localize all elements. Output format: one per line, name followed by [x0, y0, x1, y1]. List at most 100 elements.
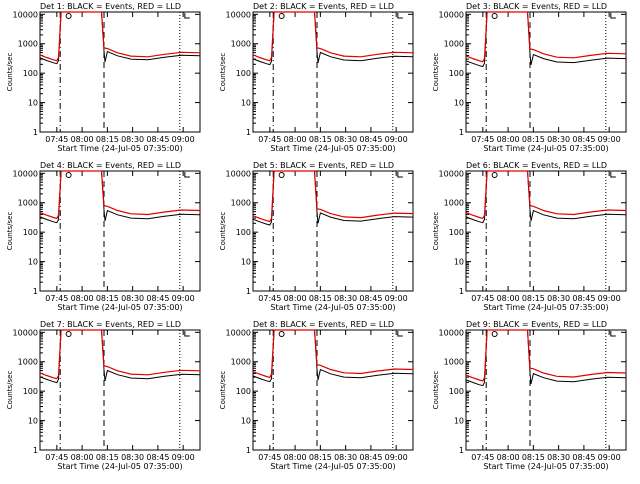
y-tick-label: 10000: [13, 10, 38, 19]
x-tick-label: 09:00: [385, 135, 408, 144]
x-tick-label: 08:45: [572, 294, 595, 303]
y-tick-label: 1: [459, 287, 464, 296]
x-axis-label: Start Time (24-Jul-05 07:35:00): [57, 462, 182, 471]
panel-title: Det 9: BLACK = Events, RED = LLD: [466, 320, 607, 329]
y-tick-label: 1000: [18, 199, 38, 208]
y-tick-label: 1000: [18, 40, 38, 49]
x-tick-label: 08:30: [334, 453, 357, 462]
x-axis-label: Start Time (24-Jul-05 07:35:00): [270, 462, 395, 471]
x-tick-label: 08:15: [96, 294, 119, 303]
series-lld-line: [252, 170, 414, 223]
x-tick-label: 08:15: [522, 453, 545, 462]
x-tick-label: 09:00: [385, 294, 408, 303]
x-tick-label: 08:45: [359, 135, 382, 144]
y-tick-label: 10000: [226, 169, 251, 178]
panel-title: Det 3: BLACK = Events, RED = LLD: [466, 2, 607, 11]
detector-panel: Det 5: BLACK = Events, RED = LLD 1 10 100 10…: [219, 161, 414, 312]
x-tick-label: 08:30: [121, 453, 144, 462]
plot-frame: [252, 11, 414, 133]
detector-panel: Det 2: BLACK = Events, RED = LLD 1 10 100 10…: [219, 2, 414, 153]
series-events-line: [39, 170, 201, 224]
panel-title: Det 6: BLACK = Events, RED = LLD: [466, 161, 607, 170]
y-tick-label: 100: [23, 387, 38, 396]
x-tick-label: 08:15: [96, 135, 119, 144]
series-lld-line: [465, 329, 627, 382]
x-tick-label: 07:45: [258, 135, 281, 144]
y-tick-label: 1000: [444, 358, 464, 367]
y-axis-label: Counts/sec: [432, 53, 440, 92]
panel-title: Det 7: BLACK = Events, RED = LLD: [40, 320, 181, 329]
panel-title: Det 2: BLACK = Events, RED = LLD: [253, 2, 394, 11]
x-tick-label: 08:30: [121, 135, 144, 144]
y-axis-label: Counts/sec: [6, 371, 14, 410]
x-tick-label: 08:00: [71, 453, 94, 462]
y-tick-label: 100: [236, 69, 251, 78]
x-tick-label: 08:00: [71, 294, 94, 303]
flag-marker: [397, 13, 403, 19]
y-tick-label: 1: [33, 446, 38, 455]
series-events-line: [39, 329, 201, 384]
x-tick-label: 08:30: [547, 135, 570, 144]
x-tick-label: 09:00: [598, 135, 621, 144]
x-tick-label: 08:45: [359, 453, 382, 462]
x-tick-label: 08:15: [309, 135, 332, 144]
series-events-line: [252, 329, 414, 383]
detector-panel: Det 7: BLACK = Events, RED = LLD 1 10 100 10…: [6, 320, 201, 471]
y-axis-label: Counts/sec: [6, 53, 14, 92]
y-tick-label: 1: [246, 128, 251, 137]
y-axis-label: Counts/sec: [219, 371, 227, 410]
flag-marker: [397, 331, 403, 337]
saa-marker: [65, 172, 72, 178]
x-tick-label: 07:45: [45, 294, 68, 303]
x-tick-label: 09:00: [385, 453, 408, 462]
x-tick-label: 08:00: [71, 135, 94, 144]
y-tick-label: 1: [33, 287, 38, 296]
x-tick-label: 08:45: [572, 135, 595, 144]
x-tick-label: 08:45: [146, 453, 169, 462]
x-tick-label: 07:45: [258, 294, 281, 303]
plot-frame: [252, 170, 414, 292]
x-axis-label: Start Time (24-Jul-05 07:35:00): [57, 144, 182, 153]
x-axis-label: Start Time (24-Jul-05 07:35:00): [483, 303, 608, 312]
x-tick-label: 08:00: [284, 294, 307, 303]
x-tick-label: 08:30: [547, 294, 570, 303]
detector-panel: Det 8: BLACK = Events, RED = LLD 1 10 100 10…: [219, 320, 414, 471]
y-tick-label: 1: [246, 446, 251, 455]
flag-marker: [184, 331, 190, 337]
detector-panel: Det 6: BLACK = Events, RED = LLD 1 10 100 10…: [432, 161, 627, 312]
x-tick-label: 07:45: [45, 135, 68, 144]
y-tick-label: 10: [454, 417, 464, 426]
y-axis-label: Counts/sec: [219, 212, 227, 251]
x-tick-label: 08:30: [334, 135, 357, 144]
y-axis-label: Counts/sec: [6, 212, 14, 251]
saa-marker: [65, 331, 72, 337]
detector-panel: Det 4: BLACK = Events, RED = LLD 1 10 100 10…: [6, 161, 201, 312]
detector-panel: Det 3: BLACK = Events, RED = LLD 1 10 100 10…: [432, 2, 627, 153]
x-tick-label: 08:15: [522, 294, 545, 303]
plot-frame: [465, 329, 627, 451]
y-tick-label: 10000: [439, 10, 464, 19]
y-tick-label: 10000: [226, 328, 251, 337]
x-tick-label: 08:45: [359, 294, 382, 303]
saa-marker: [278, 331, 285, 337]
y-tick-label: 10: [241, 99, 251, 108]
x-tick-label: 08:45: [146, 294, 169, 303]
y-tick-label: 1000: [444, 199, 464, 208]
y-tick-label: 1000: [231, 199, 251, 208]
y-tick-label: 10: [241, 258, 251, 267]
y-tick-label: 10: [28, 258, 38, 267]
x-tick-label: 08:30: [547, 453, 570, 462]
plot-frame: [465, 11, 627, 133]
x-tick-label: 08:45: [146, 135, 169, 144]
x-tick-label: 07:45: [258, 453, 281, 462]
flag-marker: [610, 331, 616, 337]
x-tick-label: 08:15: [96, 453, 119, 462]
x-tick-label: 08:00: [497, 453, 520, 462]
y-tick-label: 10000: [13, 169, 38, 178]
x-tick-label: 09:00: [172, 453, 195, 462]
x-tick-label: 07:45: [471, 135, 494, 144]
flag-marker: [397, 172, 403, 178]
flag-marker: [184, 172, 190, 178]
y-tick-label: 10000: [226, 10, 251, 19]
